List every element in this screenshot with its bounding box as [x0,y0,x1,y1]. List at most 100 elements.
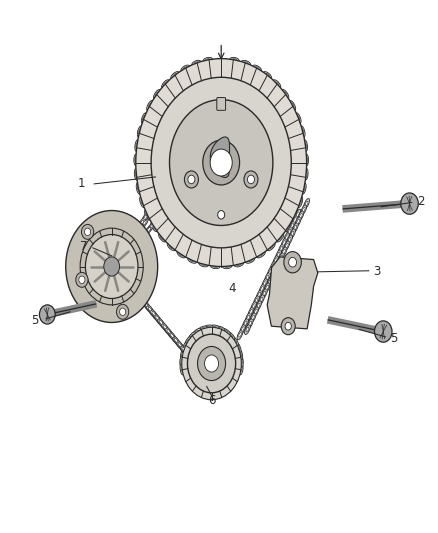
Ellipse shape [302,207,305,212]
Ellipse shape [120,301,124,304]
Ellipse shape [283,240,286,245]
Ellipse shape [286,243,288,248]
Ellipse shape [88,292,92,296]
Ellipse shape [137,294,144,303]
Ellipse shape [137,225,141,230]
Ellipse shape [139,297,142,301]
Polygon shape [210,137,230,177]
Ellipse shape [133,285,140,295]
Ellipse shape [166,328,169,332]
Ellipse shape [100,301,110,306]
Ellipse shape [109,304,113,306]
Ellipse shape [126,298,130,301]
Ellipse shape [227,332,235,340]
Ellipse shape [185,337,191,346]
Ellipse shape [78,263,82,274]
Ellipse shape [240,367,242,372]
Ellipse shape [141,113,147,123]
Ellipse shape [138,129,141,134]
Ellipse shape [145,303,152,312]
Ellipse shape [106,302,116,307]
Ellipse shape [284,232,290,243]
Ellipse shape [162,80,169,88]
Ellipse shape [182,342,187,353]
Ellipse shape [297,116,300,120]
Ellipse shape [189,356,193,360]
Ellipse shape [281,246,287,256]
Ellipse shape [100,229,104,231]
Ellipse shape [268,279,272,284]
Ellipse shape [152,311,155,316]
Ellipse shape [118,300,127,305]
Ellipse shape [276,249,282,260]
Ellipse shape [150,310,154,314]
Ellipse shape [267,266,273,277]
Ellipse shape [277,261,280,266]
Ellipse shape [286,227,293,237]
Ellipse shape [135,223,142,232]
Ellipse shape [158,319,161,324]
Ellipse shape [184,345,186,350]
Ellipse shape [299,200,301,205]
Ellipse shape [135,172,138,177]
Text: 5: 5 [391,332,398,345]
Ellipse shape [155,92,159,96]
Ellipse shape [230,58,239,62]
Circle shape [184,171,198,188]
Circle shape [289,257,297,267]
Ellipse shape [145,303,148,306]
Ellipse shape [136,183,141,194]
Ellipse shape [291,103,294,108]
Ellipse shape [144,215,147,220]
Ellipse shape [304,198,310,209]
Ellipse shape [139,296,146,304]
Ellipse shape [241,60,251,66]
Circle shape [247,175,254,184]
Circle shape [76,272,88,287]
Text: 7: 7 [80,240,88,253]
Ellipse shape [240,359,242,365]
Ellipse shape [252,315,254,320]
Ellipse shape [288,229,291,234]
Ellipse shape [270,270,276,280]
Ellipse shape [141,299,148,308]
Ellipse shape [115,303,119,305]
Ellipse shape [151,223,154,228]
Ellipse shape [305,201,308,206]
Ellipse shape [300,213,302,218]
Ellipse shape [247,318,253,328]
Ellipse shape [304,154,308,166]
Ellipse shape [247,315,250,320]
Ellipse shape [167,329,170,333]
Ellipse shape [234,262,244,267]
Ellipse shape [199,262,208,267]
Ellipse shape [175,340,182,348]
Ellipse shape [274,267,277,272]
Ellipse shape [86,240,89,244]
Ellipse shape [238,349,243,360]
Ellipse shape [286,235,288,239]
Ellipse shape [161,322,169,331]
Ellipse shape [272,264,275,268]
Ellipse shape [142,213,149,222]
Ellipse shape [138,281,141,286]
Ellipse shape [262,278,268,288]
Circle shape [284,252,301,273]
Ellipse shape [305,172,307,177]
Ellipse shape [148,103,151,108]
Ellipse shape [216,326,225,332]
Ellipse shape [232,337,238,346]
Ellipse shape [213,265,217,268]
Ellipse shape [134,154,138,166]
Ellipse shape [267,277,273,287]
Ellipse shape [88,233,95,241]
Ellipse shape [252,304,255,309]
Ellipse shape [174,338,178,342]
Ellipse shape [149,221,156,230]
Ellipse shape [135,157,137,163]
Ellipse shape [142,300,150,309]
Circle shape [117,304,129,319]
Ellipse shape [80,273,82,278]
Ellipse shape [129,232,136,242]
Ellipse shape [239,333,241,337]
